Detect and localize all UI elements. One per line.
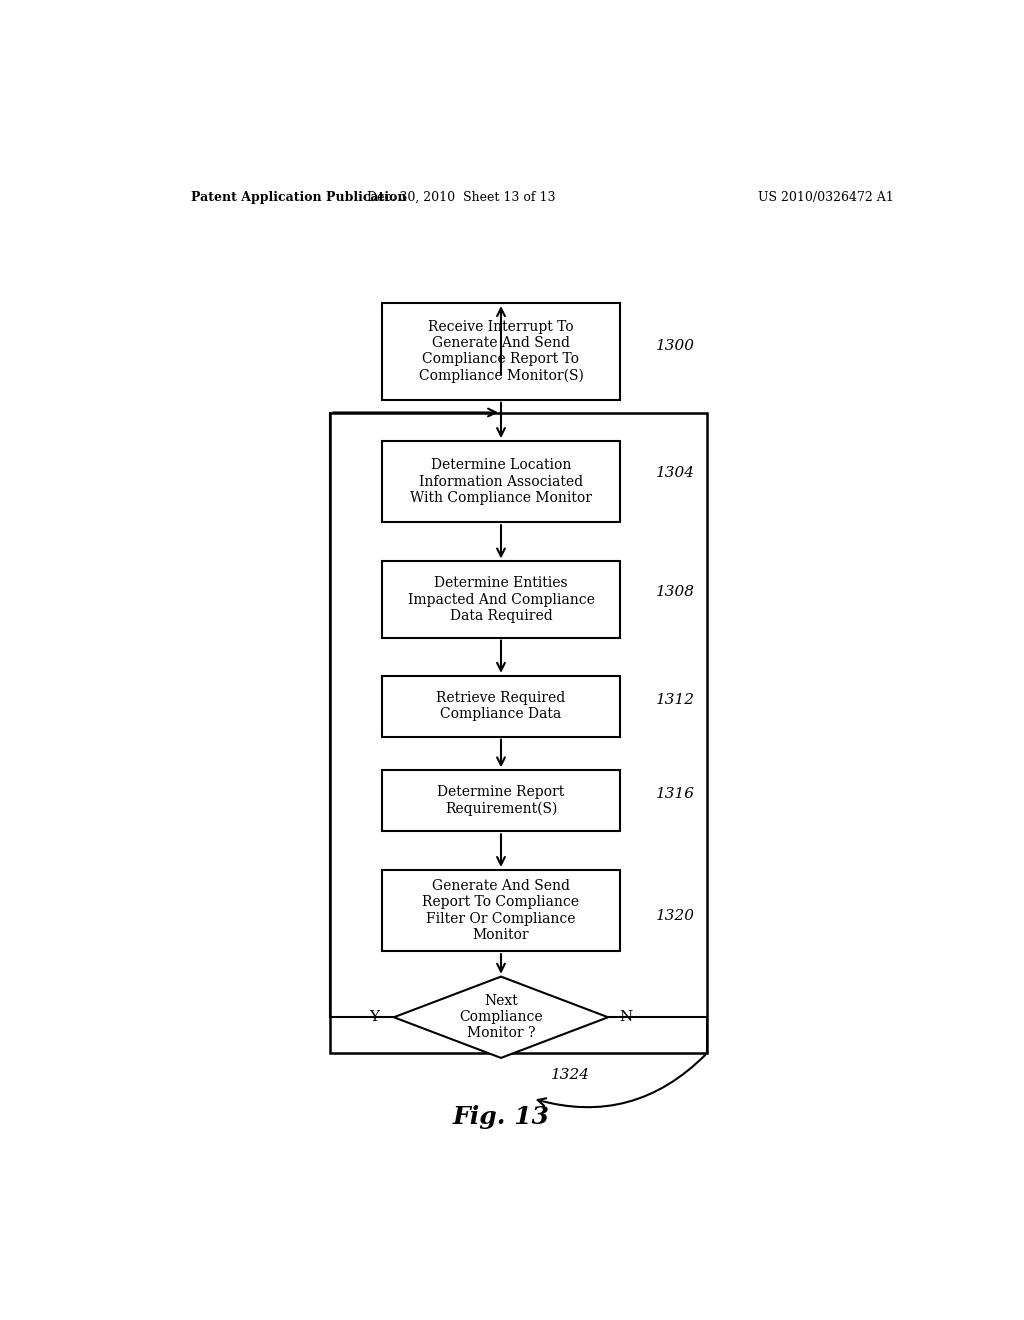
Text: Patent Application Publication: Patent Application Publication	[191, 190, 407, 203]
Text: N: N	[618, 1010, 632, 1024]
Text: Next
Compliance
Monitor ?: Next Compliance Monitor ?	[459, 994, 543, 1040]
Text: 1312: 1312	[655, 693, 694, 708]
Bar	[382, 304, 620, 400]
Bar	[382, 441, 620, 523]
Text: 1316: 1316	[655, 787, 694, 801]
Text: Receive Interrupt To
Generate And Send
Compliance Report To
Compliance Monitor(S: Receive Interrupt To Generate And Send C…	[419, 319, 584, 383]
Text: 1304: 1304	[655, 466, 694, 480]
Bar	[382, 870, 620, 952]
Bar	[382, 771, 620, 832]
Text: Determine Report
Requirement(S): Determine Report Requirement(S)	[437, 785, 564, 816]
Text: 1320: 1320	[655, 908, 694, 923]
Bar	[382, 561, 620, 638]
Text: 1324: 1324	[551, 1068, 590, 1082]
Text: 1308: 1308	[655, 585, 694, 599]
Bar	[382, 676, 620, 737]
Text: Generate And Send
Report To Compliance
Filter Or Compliance
Monitor: Generate And Send Report To Compliance F…	[423, 879, 580, 942]
Text: Dec. 30, 2010  Sheet 13 of 13: Dec. 30, 2010 Sheet 13 of 13	[367, 190, 556, 203]
Bar	[331, 413, 708, 1053]
Text: 1300: 1300	[655, 339, 694, 354]
Text: Y: Y	[369, 1010, 379, 1024]
Polygon shape	[394, 977, 608, 1057]
Text: US 2010/0326472 A1: US 2010/0326472 A1	[759, 190, 894, 203]
Text: Fig. 13: Fig. 13	[453, 1105, 550, 1129]
Text: Determine Entities
Impacted And Compliance
Data Required: Determine Entities Impacted And Complian…	[408, 577, 594, 623]
Text: Determine Location
Information Associated
With Compliance Monitor: Determine Location Information Associate…	[410, 458, 592, 504]
Text: Retrieve Required
Compliance Data: Retrieve Required Compliance Data	[436, 692, 565, 721]
